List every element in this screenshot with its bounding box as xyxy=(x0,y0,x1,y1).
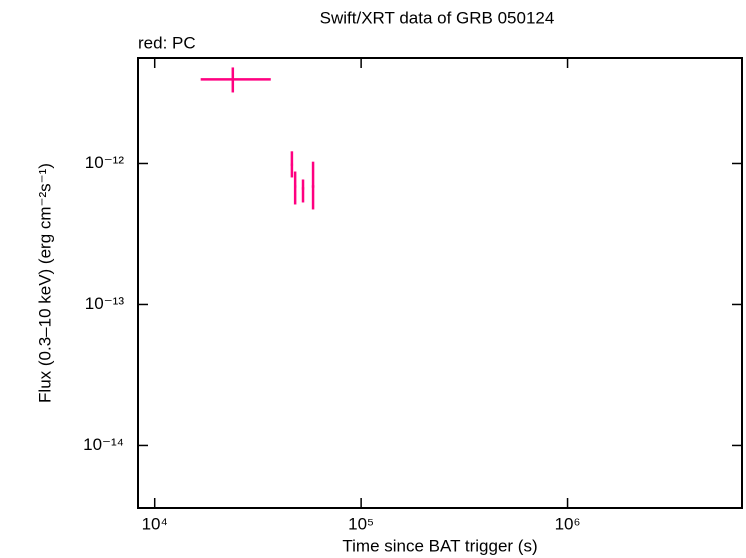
y-tick-label: 10⁻¹³ xyxy=(85,294,125,313)
plot-frame xyxy=(137,57,743,509)
y-tick-label: 10⁻¹² xyxy=(85,153,125,172)
x-tick-label: 10⁴ xyxy=(142,514,168,533)
x-axis-label: Time since BAT trigger (s) xyxy=(342,536,537,555)
subtitle: red: PC xyxy=(138,33,196,52)
x-tick-label: 10⁶ xyxy=(555,514,581,533)
x-tick-label: 10⁵ xyxy=(348,514,374,533)
chart-title: Swift/XRT data of GRB 050124 xyxy=(320,8,555,27)
y-tick-label: 10⁻¹⁴ xyxy=(83,435,124,454)
y-axis-label: Flux (0.3–10 keV) (erg cm⁻²s⁻¹) xyxy=(35,163,54,403)
